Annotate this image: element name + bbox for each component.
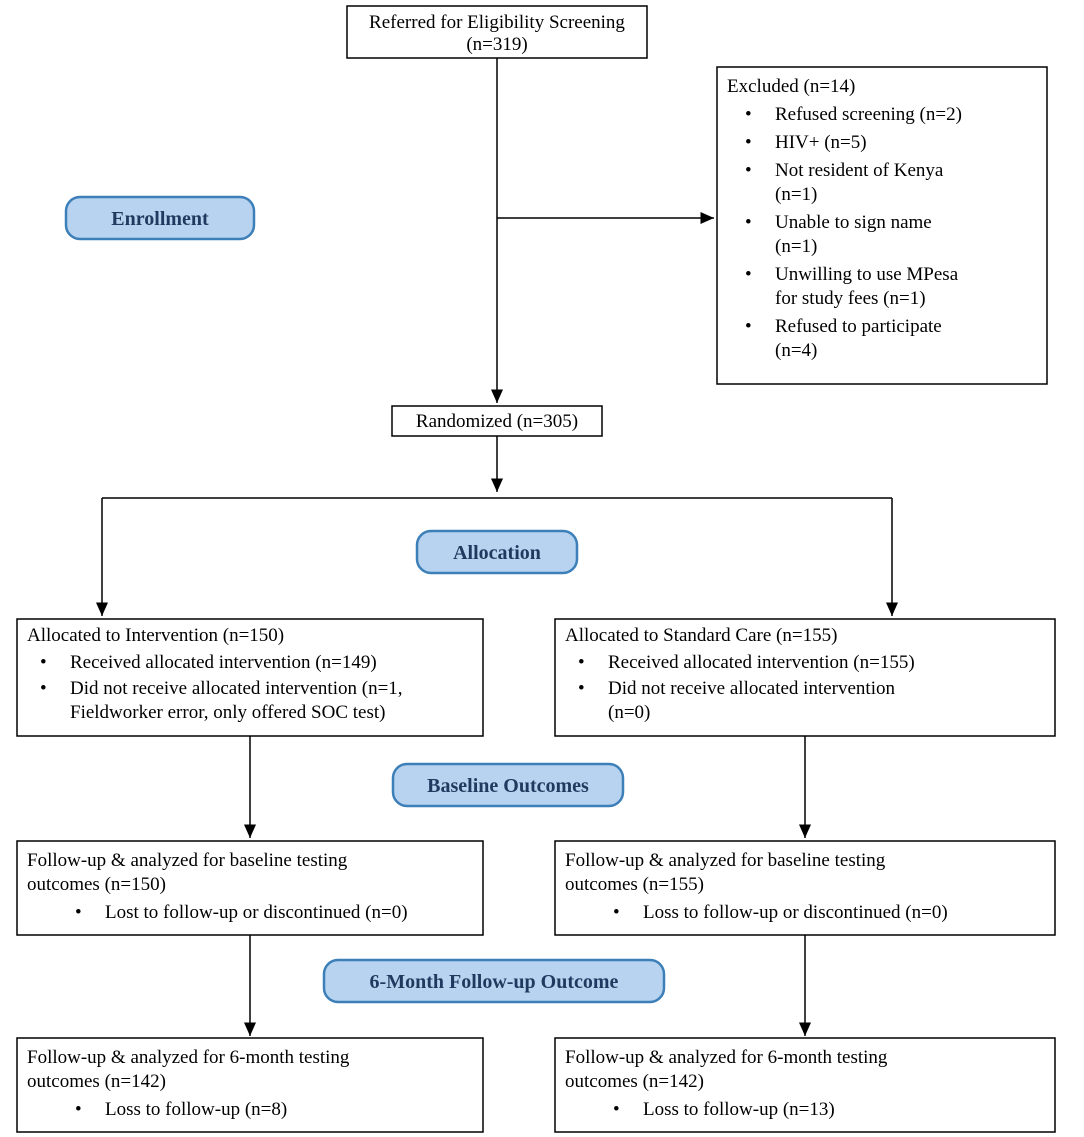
svg-text:Enrollment: Enrollment [111, 208, 209, 230]
alloc-soc-title: Allocated to Standard Care (n=155) [565, 625, 837, 646]
svg-text:Lost to follow-up or discontin: Lost to follow-up or discontinued (n=0) [105, 902, 408, 923]
svg-text:outcomes (n=142): outcomes (n=142) [27, 1071, 166, 1092]
svg-text:6-Month Follow-up Outcome: 6-Month Follow-up Outcome [370, 971, 619, 993]
svg-text:Received allocated interventio: Received allocated intervention (n=155) [608, 652, 915, 673]
svg-text:Follow-up & analyzed for 6-mon: Follow-up & analyzed for 6-month testing [565, 1047, 888, 1068]
svg-text:Refused screening (n=2): Refused screening (n=2) [775, 104, 962, 125]
svg-text:Follow-up & analyzed for basel: Follow-up & analyzed for baseline testin… [565, 850, 886, 871]
svg-text:(n=4): (n=4) [775, 340, 817, 361]
svg-text:outcomes (n=155): outcomes (n=155) [565, 874, 704, 895]
excluded-item-4: • [745, 264, 752, 285]
excluded-item-5: • [745, 316, 752, 337]
excluded-item-2: • [745, 160, 752, 181]
svg-text:Follow-up & analyzed for basel: Follow-up & analyzed for baseline testin… [27, 850, 348, 871]
svg-text:Did not receive allocated inte: Did not receive allocated intervention [608, 678, 895, 699]
svg-text:Follow-up & analyzed for 6-mon: Follow-up & analyzed for 6-month testing [27, 1047, 350, 1068]
excluded-item-1: • [745, 132, 752, 153]
svg-text:(n=1): (n=1) [775, 236, 817, 257]
alloc-int-title: Allocated to Intervention (n=150) [27, 625, 284, 646]
svg-text:Unwilling to use MPesa: Unwilling to use MPesa [775, 264, 959, 285]
svg-text:for study fees (n=1): for study fees (n=1) [775, 288, 926, 309]
svg-text:outcomes (n=150): outcomes (n=150) [27, 874, 166, 895]
consort-flowchart: Referred for Eligibility Screening (n=31… [0, 0, 1084, 1137]
svg-text:•: • [75, 1099, 82, 1120]
svg-text:•: • [578, 652, 585, 673]
svg-text:•: • [75, 902, 82, 923]
excluded-title: Excluded (n=14) [727, 76, 855, 97]
randomized-text: Randomized (n=305) [416, 411, 578, 432]
svg-text:•: • [40, 678, 47, 699]
svg-text:•: • [613, 902, 620, 923]
svg-text:Loss to follow-up (n=8): Loss to follow-up (n=8) [105, 1099, 287, 1120]
svg-text:•: • [613, 1099, 620, 1120]
svg-text:(n=1): (n=1) [775, 184, 817, 205]
svg-text:(n=0): (n=0) [608, 702, 650, 723]
svg-text:•: • [578, 678, 585, 699]
svg-text:•: • [40, 652, 47, 673]
svg-text:HIV+ (n=5): HIV+ (n=5) [775, 132, 867, 153]
svg-text:Not resident of Kenya: Not resident of Kenya [775, 160, 944, 181]
svg-text:Fieldworker error, only offere: Fieldworker error, only offered SOC test… [70, 702, 385, 723]
referred-line2: (n=319) [466, 34, 527, 55]
svg-text:outcomes (n=142): outcomes (n=142) [565, 1071, 704, 1092]
svg-text:Received allocated interventio: Received allocated intervention (n=149) [70, 652, 377, 673]
excluded-item-3: • [745, 212, 752, 233]
excluded-item-0: • [745, 104, 752, 125]
svg-text:Loss to follow-up (n=13): Loss to follow-up (n=13) [643, 1099, 835, 1120]
svg-text:Baseline Outcomes: Baseline Outcomes [427, 775, 589, 797]
svg-text:Refused to participate: Refused to participate [775, 316, 942, 337]
svg-text:Loss to follow-up or discontin: Loss to follow-up or discontinued (n=0) [643, 902, 948, 923]
svg-text:Did not receive allocated inte: Did not receive allocated intervention (… [70, 678, 403, 699]
referred-line1: Referred for Eligibility Screening [369, 12, 625, 33]
svg-text:Allocation: Allocation [453, 542, 541, 564]
svg-text:Unable to sign name: Unable to sign name [775, 212, 932, 233]
